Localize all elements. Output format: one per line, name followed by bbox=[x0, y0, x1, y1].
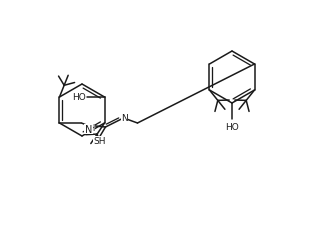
Text: H: H bbox=[88, 124, 95, 132]
Text: HO: HO bbox=[225, 122, 239, 131]
Text: HO: HO bbox=[72, 93, 85, 102]
Text: N: N bbox=[121, 114, 128, 123]
Text: SH: SH bbox=[93, 137, 106, 146]
Text: N: N bbox=[85, 124, 92, 134]
